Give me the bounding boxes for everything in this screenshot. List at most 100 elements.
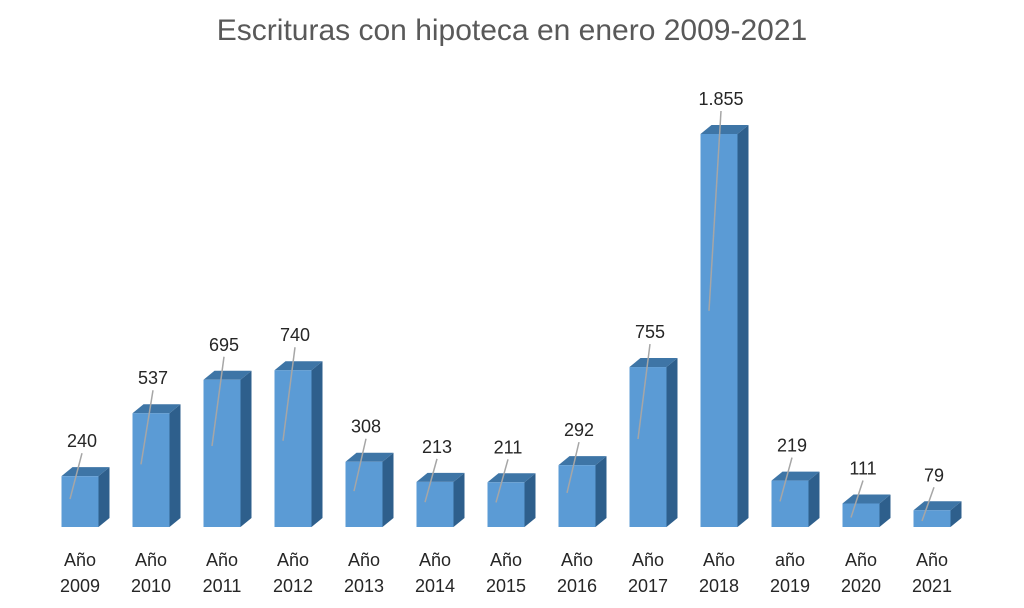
leader-line — [424, 458, 438, 503]
bar-side — [950, 501, 962, 527]
bar-top — [842, 494, 891, 504]
x-tick-label: Año — [632, 550, 664, 570]
data-label: 1.855 — [698, 89, 743, 109]
bar-group — [61, 452, 110, 527]
bar-side — [98, 467, 110, 527]
bar-group — [913, 487, 962, 527]
bar — [203, 379, 241, 527]
leader-line — [921, 487, 935, 522]
x-tick-label: 2009 — [60, 576, 100, 596]
bar-top — [913, 501, 962, 511]
x-tick-label: 2018 — [699, 576, 739, 596]
data-label: 755 — [635, 322, 665, 342]
data-label: 213 — [422, 437, 452, 457]
bar-side — [169, 404, 181, 527]
x-tick-label: año — [775, 550, 805, 570]
bar-side — [524, 473, 536, 527]
bar — [274, 370, 312, 527]
x-tick-label: 2017 — [628, 576, 668, 596]
x-tick-label: 2020 — [841, 576, 881, 596]
chart-title: Escrituras con hipoteca en enero 2009-20… — [216, 14, 808, 47]
x-tick-label: 2012 — [273, 576, 313, 596]
bar-side — [240, 370, 252, 527]
bar-top — [61, 467, 110, 477]
bar-group — [771, 457, 820, 527]
data-label: 308 — [351, 417, 381, 437]
x-tick-label: 2016 — [557, 576, 597, 596]
bar-group — [700, 110, 749, 527]
x-tick-label: 2021 — [912, 576, 952, 596]
bar-top — [416, 472, 465, 482]
x-tick-label: Año — [490, 550, 522, 570]
bar — [700, 134, 738, 527]
bar-group — [274, 347, 323, 527]
x-tick-label: Año — [206, 550, 238, 570]
leader-line — [69, 452, 83, 500]
leader-line — [282, 347, 296, 441]
bar — [913, 510, 951, 527]
bar-group — [345, 438, 394, 527]
data-label: 740 — [280, 325, 310, 345]
bar-top — [629, 358, 678, 368]
bar-side — [595, 456, 607, 527]
bar-top — [700, 125, 749, 134]
bar-top — [771, 471, 820, 481]
x-tick-label: 2010 — [131, 576, 171, 596]
leader-line — [353, 438, 367, 492]
bar — [558, 465, 596, 527]
x-tick-label: Año — [916, 550, 948, 570]
x-tick-label: 2011 — [203, 576, 242, 596]
bar-group — [487, 459, 536, 527]
bar-top — [203, 370, 252, 380]
x-tick-label: Año — [845, 550, 877, 570]
x-tick-label: 2014 — [415, 576, 455, 596]
leader-line — [637, 343, 651, 440]
x-tick-label: Año — [703, 550, 735, 570]
bar-side — [737, 125, 749, 527]
x-tick-label: Año — [561, 550, 593, 570]
leader-line — [708, 110, 722, 311]
bar-group — [842, 480, 891, 527]
bar-group — [132, 390, 181, 527]
data-label: 111 — [849, 458, 876, 478]
bar — [61, 476, 99, 527]
bar-group — [629, 343, 678, 527]
x-tick-label: Año — [135, 550, 167, 570]
bar — [487, 482, 525, 527]
leader-line — [140, 390, 154, 465]
x-tick-label: Año — [64, 550, 96, 570]
bar-top — [558, 456, 607, 466]
bar-side — [311, 361, 323, 527]
x-tick-label: 2013 — [344, 576, 384, 596]
leader-line — [211, 356, 225, 447]
bar-side — [453, 472, 465, 527]
x-tick-label: Año — [348, 550, 380, 570]
x-tick-label: 2019 — [770, 576, 810, 596]
leader-line — [850, 480, 864, 518]
data-label: 240 — [67, 431, 97, 451]
data-label: 219 — [777, 436, 807, 456]
bar-top — [345, 452, 394, 462]
leader-line — [566, 441, 580, 494]
bar-group — [203, 356, 252, 527]
data-label: 211 — [494, 437, 523, 457]
bar-top — [132, 404, 181, 414]
bar — [842, 503, 880, 527]
bar-side — [666, 358, 678, 527]
leader-line — [495, 459, 509, 503]
data-label: 292 — [564, 420, 594, 440]
data-label: 537 — [138, 368, 168, 388]
x-tick-label: Año — [419, 550, 451, 570]
leader-line — [779, 457, 793, 502]
bar — [345, 461, 383, 527]
bar — [629, 367, 667, 527]
data-label: 695 — [209, 335, 239, 355]
bar — [132, 413, 170, 527]
bar-group — [416, 458, 465, 527]
x-tick-label: Año — [277, 550, 309, 570]
bar-group — [558, 441, 607, 527]
x-tick-label: 2015 — [486, 576, 526, 596]
bar — [771, 480, 809, 527]
